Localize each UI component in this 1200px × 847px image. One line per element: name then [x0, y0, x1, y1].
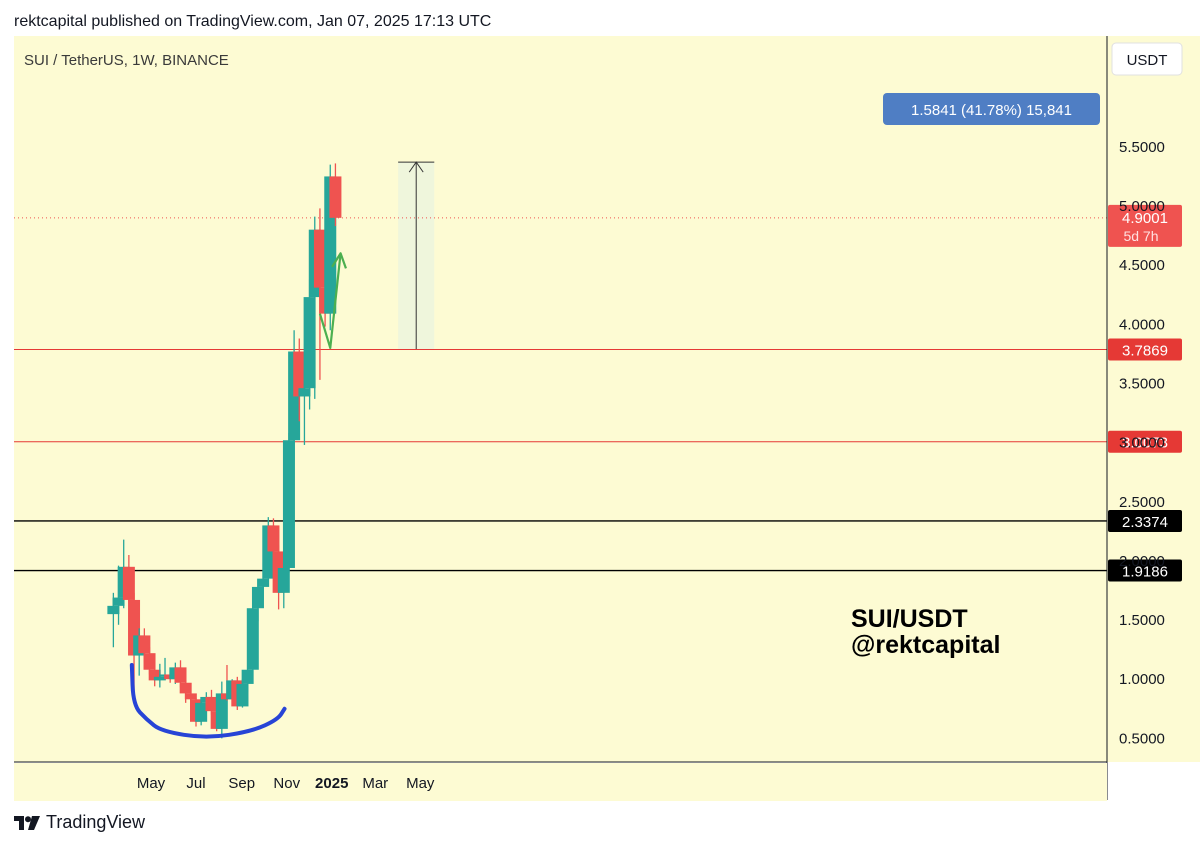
candle-body: [293, 351, 306, 397]
drawings: [129, 252, 347, 739]
candle-body: [205, 696, 218, 712]
candle-body: [112, 597, 125, 606]
candle: [277, 564, 290, 609]
y-tick-label: 4.0000: [1119, 316, 1165, 333]
measure-info-box: [883, 93, 1100, 125]
published-header: rektcapital published on TradingView.com…: [14, 13, 492, 30]
candle: [282, 433, 295, 573]
time-axis-band: [14, 763, 1107, 801]
candle: [293, 338, 306, 422]
candle-body: [122, 566, 135, 600]
level-badge: [1108, 338, 1182, 361]
author-watermark-label: @rektcapital: [851, 631, 1000, 659]
y-tick-label: 4.5000: [1119, 257, 1165, 274]
candle-body: [153, 676, 166, 681]
candle: [246, 598, 259, 674]
candle: [195, 699, 208, 726]
candle-body: [277, 567, 290, 593]
last-price-label: 4.9001: [1122, 210, 1168, 227]
level-badge: [1108, 430, 1182, 453]
y-tick-label: 0.5000: [1119, 730, 1165, 747]
candle-body: [303, 297, 316, 389]
candle: [205, 689, 218, 715]
candle-body: [148, 669, 161, 681]
symbol-watermark-label: SUI/USDT: [851, 605, 968, 633]
axes: 0.5000 1.0000 1.5000 2.0000 2.5000 3.0000 3.50…: [14, 36, 1183, 801]
candle-body: [298, 388, 311, 397]
x-tick-label: Mar: [362, 775, 388, 792]
level-badge-label: 1.9186: [1122, 564, 1168, 581]
chart-title: SUI / TetherUS, 1W, BINANCE: [24, 52, 229, 69]
candle-body: [267, 525, 280, 552]
candle: [303, 279, 316, 410]
green-arrow-path: [318, 253, 342, 350]
level-badge: [1108, 509, 1182, 532]
x-tick-label: Nov: [273, 775, 300, 792]
level-badge-label: 2.3374: [1122, 514, 1168, 531]
candle-body: [138, 635, 151, 654]
x-tick-label: 2025: [315, 775, 348, 792]
x-tick-label: Jul: [186, 775, 205, 792]
candle-body: [257, 578, 270, 587]
y-tick-label: 2.5000: [1119, 494, 1165, 511]
green-arrowhead: [331, 252, 347, 269]
currency-badge: [1111, 42, 1183, 76]
candle: [215, 681, 228, 739]
y-tick-label: 3.0000: [1119, 435, 1165, 452]
candle-body: [179, 682, 192, 694]
tradingview-logo-icon: [14, 815, 40, 830]
measure-tool[interactable]: 1.5841 (41.78%) 15,841: [398, 93, 1100, 351]
candle-body: [107, 605, 120, 615]
x-tick-label: May: [137, 775, 166, 792]
tradingview-logo: TradingView: [14, 812, 145, 833]
candle-body: [195, 702, 208, 722]
candle-body: [184, 693, 197, 700]
y-tick-label: 1.0000: [1119, 671, 1165, 688]
blue-rounded-bottom-curve: [129, 663, 287, 739]
candle-body: [143, 653, 156, 670]
x-tick-label: Sep: [228, 775, 255, 792]
bar-countdown-label: 5d 7h: [1123, 228, 1158, 244]
candle-body: [313, 229, 326, 288]
y-tick-label: 5.0000: [1119, 198, 1165, 215]
candle: [329, 163, 342, 227]
level-badge-label: 3.0073: [1122, 435, 1168, 452]
measure-info-label: 1.5841 (41.78%) 15,841: [911, 102, 1072, 119]
candlestick-series: [107, 163, 342, 739]
candle-body: [215, 693, 228, 729]
plot-background: [14, 36, 1200, 762]
candle-body: [251, 586, 264, 609]
chart-labels: SUI / TetherUS, 1W, BINANCE SUI/USDT@rekt…: [24, 52, 1000, 659]
candle: [148, 662, 161, 687]
currency-label: USDT: [1127, 52, 1168, 69]
last-price-badge: [1108, 204, 1182, 247]
candle: [122, 554, 135, 604]
level-badge-label: 3.7869: [1122, 343, 1168, 360]
measure-arrowhead: [408, 161, 424, 173]
candle-body: [236, 683, 249, 707]
y-tick-label: 2.0000: [1119, 553, 1165, 570]
x-tick-label: May: [406, 775, 435, 792]
candle-body: [282, 440, 295, 568]
candle-body: [246, 608, 259, 670]
candle-body: [329, 176, 342, 218]
candle-body: [174, 667, 187, 683]
y-tick-label: 3.5000: [1119, 375, 1165, 392]
level-badge: [1108, 559, 1182, 582]
tradingview-wordmark: TradingView: [46, 812, 146, 832]
y-tick-label: 5.5000: [1119, 139, 1165, 156]
y-tick-label: 1.5000: [1119, 612, 1165, 629]
candle-body: [241, 669, 254, 684]
